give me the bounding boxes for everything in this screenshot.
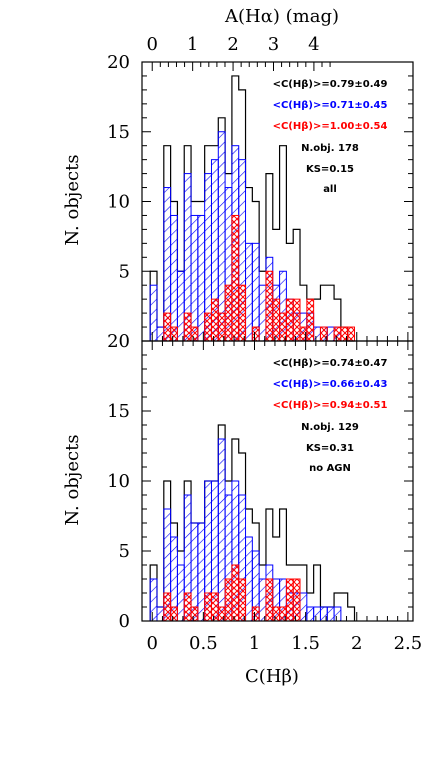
- annotation-text: <C(Hβ)>=0.79±0.49: [273, 79, 388, 90]
- histogram-bar: [251, 606, 260, 622]
- histogram-bar: [197, 522, 206, 622]
- histogram-bar: [217, 438, 226, 622]
- histogram-bar: [204, 592, 212, 622]
- annotation-text: <C(Hβ)>=0.74±0.47: [273, 358, 388, 369]
- top-axis-tick-label: 2: [227, 34, 238, 55]
- histogram-bar: [265, 578, 274, 622]
- annotation-text: N.obj. 129: [301, 422, 359, 433]
- histogram-bar: [258, 578, 267, 622]
- histogram-outline: [149, 424, 356, 621]
- histogram-bar: [272, 298, 281, 342]
- y-tick-label: 20: [107, 331, 130, 352]
- histogram-bar: [210, 298, 219, 342]
- histogram-bar: [251, 326, 260, 342]
- top-axis-tick-label: 0: [146, 34, 157, 55]
- histogram-bar: [149, 284, 158, 342]
- histogram-bar: [245, 242, 253, 342]
- x-tick-label: 1.5: [291, 633, 320, 654]
- histogram-bar: [190, 214, 199, 342]
- y-tick-label: 15: [107, 401, 130, 422]
- x-tick-label: 2.5: [394, 633, 423, 654]
- series-no-agn: [149, 424, 356, 621]
- histogram-bar: [347, 326, 356, 342]
- histogram-bar: [292, 578, 301, 622]
- histogram-bar: [190, 522, 199, 622]
- annotation-text: KS=0.31: [306, 443, 354, 454]
- annotation-text: KS=0.15: [306, 164, 354, 175]
- histogram-bar: [231, 214, 240, 342]
- annotation-text: all: [323, 184, 337, 195]
- histogram-bar: [149, 578, 158, 622]
- y-tick-label: 5: [119, 261, 130, 282]
- histogram-bar: [333, 326, 342, 342]
- histogram-bar: [183, 592, 192, 622]
- histogram-bar: [285, 298, 294, 342]
- bottom-panel: 0 5 10 15 20 0 0.5 1 1.5 2 2.5 <C(Hβ)>=0.74±0.47 <C(…: [107, 331, 422, 654]
- top-axis-tick-label: 4: [308, 34, 319, 55]
- annotation-text: N.obj. 178: [301, 143, 359, 154]
- histogram-bar: [326, 606, 335, 622]
- histogram-bar: [170, 326, 178, 342]
- series-red: [163, 214, 356, 342]
- y-tick-label: 10: [107, 471, 130, 492]
- annotation-text: <C(Hβ)>=0.94±0.51: [273, 400, 388, 411]
- histogram-bar: [265, 270, 274, 342]
- y-tick-label: 10: [107, 192, 130, 213]
- histogram-bar: [285, 578, 294, 622]
- histogram-bar: [306, 298, 315, 342]
- histogram-bar: [176, 270, 185, 342]
- y-tick-label: 20: [107, 52, 130, 73]
- annotation-text: <C(Hβ)>=1.00±0.54: [273, 121, 388, 132]
- histogram-bar: [306, 606, 315, 622]
- top-panel: 5 10 15 20 0 1 2 3 4 <C(Hβ)>=0.79±0.49 <C(Hβ)>=0.7…: [107, 34, 414, 342]
- x-tick-label: 1: [249, 633, 260, 654]
- histogram-bar: [224, 284, 233, 342]
- histogram-bar: [197, 214, 206, 342]
- x-tick-label: 0.5: [189, 633, 218, 654]
- histogram-bar: [245, 536, 253, 622]
- top-y-axis-title: N. objects: [62, 154, 83, 245]
- y-tick-label: 5: [119, 541, 130, 562]
- histogram-bar: [333, 606, 342, 622]
- histogram-bar: [163, 312, 172, 342]
- annotation-text: <C(Hβ)>=0.71±0.45: [273, 100, 388, 111]
- histogram-bar: [210, 592, 219, 622]
- histogram-bar: [238, 284, 247, 342]
- top-axis-title: A(Hα) (mag): [224, 6, 339, 27]
- histogram-bar: [258, 284, 267, 342]
- histogram-bar: [170, 214, 178, 342]
- histogram-bar: [326, 326, 335, 342]
- histogram-bar: [231, 564, 240, 622]
- histogram-bar: [224, 578, 233, 622]
- histogram-bar: [176, 564, 185, 622]
- x-axis-title: C(Hβ): [245, 666, 299, 687]
- histogram-bar: [170, 606, 178, 622]
- histogram-bar: [217, 131, 226, 342]
- histogram-bar: [238, 578, 247, 622]
- annotation-text: no AGN: [309, 463, 351, 474]
- histogram-bar: [313, 326, 321, 342]
- annotation-text: <C(Hβ)>=0.66±0.43: [273, 379, 388, 390]
- top-axis-tick-label: 3: [268, 34, 279, 55]
- histogram-bar: [292, 298, 301, 342]
- bottom-y-axis-title: N. objects: [62, 434, 83, 525]
- y-tick-label: 15: [107, 122, 130, 143]
- histogram-bar: [204, 312, 212, 342]
- x-tick-label: 2: [351, 633, 362, 654]
- histogram-bar: [190, 606, 199, 622]
- y-tick-label: 0: [119, 611, 130, 632]
- x-tick-label: 0: [146, 633, 157, 654]
- histogram-bar: [272, 606, 281, 622]
- histogram-bar: [183, 312, 192, 342]
- histogram-bar: [190, 326, 199, 342]
- histogram-bar: [313, 606, 321, 622]
- top-axis-tick-label: 1: [187, 34, 198, 55]
- histogram-bar: [163, 592, 172, 622]
- histogram-bar: [251, 242, 260, 342]
